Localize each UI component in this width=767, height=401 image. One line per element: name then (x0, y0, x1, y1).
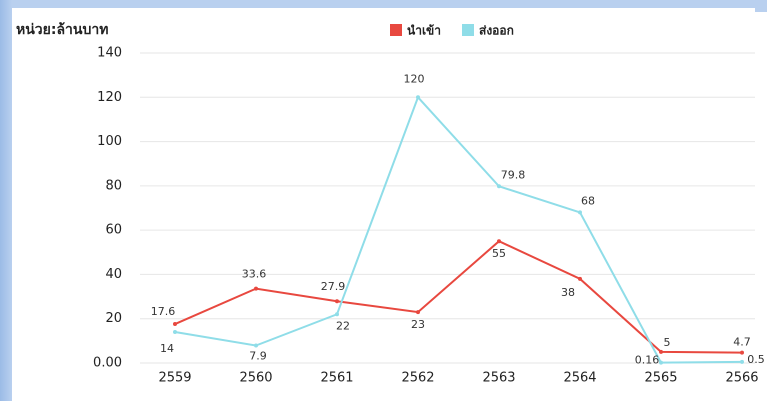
point (173, 330, 177, 334)
data-label: 68 (581, 194, 595, 207)
x-tick-label: 2564 (563, 371, 596, 386)
x-tick-label: 2559 (158, 371, 191, 386)
series-line (174, 240, 743, 354)
data-label: 14 (160, 342, 174, 355)
point (740, 350, 744, 355)
legend-label: นำเข้า (407, 24, 441, 38)
x-tick-label: 2562 (401, 371, 434, 386)
data-label: 38 (561, 286, 575, 299)
y-tick-label: 120 (97, 90, 122, 105)
data-label: 22 (336, 319, 350, 332)
point (335, 299, 339, 304)
data-label: 0.5 (747, 353, 765, 366)
y-tick-label: 80 (105, 178, 122, 193)
y-axis-label: หน่วย:ล้านบาท (16, 22, 108, 38)
x-tick-label: 2561 (320, 371, 353, 386)
point (335, 312, 339, 317)
point (659, 360, 663, 365)
data-label: 4.7 (733, 336, 751, 349)
legend-swatch (390, 24, 402, 36)
y-tick-label: 60 (105, 223, 122, 238)
data-label: 27.9 (321, 280, 346, 293)
y-tick-label: 100 (97, 134, 122, 149)
point (173, 322, 177, 327)
point (497, 184, 501, 189)
data-label: 7.9 (249, 350, 267, 363)
point (578, 210, 582, 215)
point (254, 286, 258, 291)
legend-label: ส่งออก (479, 24, 514, 38)
data-label: 23 (411, 318, 425, 331)
data-label: 120 (404, 72, 425, 85)
x-tick-label: 2563 (482, 371, 515, 386)
series-line (174, 95, 743, 364)
legend-swatch (462, 24, 474, 36)
data-label: 0.16 (635, 354, 660, 367)
point (659, 349, 663, 354)
point (416, 310, 420, 315)
y-tick-label: 140 (97, 46, 122, 61)
x-tick-label: 2565 (644, 371, 677, 386)
point (740, 359, 744, 364)
y-tick-label: 0.00 (93, 356, 122, 371)
point (578, 276, 582, 281)
point (416, 95, 420, 100)
data-label: 5 (664, 336, 671, 349)
point (497, 239, 501, 244)
y-tick-label: 20 (105, 311, 122, 326)
data-label: 55 (492, 247, 506, 260)
x-tick-label: 2560 (239, 371, 272, 386)
y-tick-label: 40 (105, 267, 122, 282)
data-label: 33.6 (242, 268, 267, 281)
data-label: 17.6 (151, 305, 176, 318)
data-label: 79.8 (501, 168, 526, 181)
panel (12, 8, 755, 401)
x-tick-label: 2566 (725, 371, 758, 386)
point (254, 343, 258, 348)
